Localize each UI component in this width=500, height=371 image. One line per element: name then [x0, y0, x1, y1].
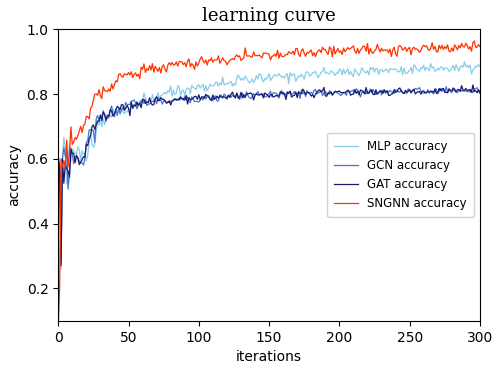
GCN accuracy	[241, 96, 247, 100]
GAT accuracy	[470, 83, 476, 87]
GCN accuracy	[449, 91, 455, 95]
Line: GAT accuracy: GAT accuracy	[58, 85, 480, 266]
Line: SNGNN accuracy: SNGNN accuracy	[58, 41, 480, 327]
X-axis label: iterations: iterations	[236, 350, 302, 364]
MLP accuracy	[412, 64, 418, 68]
GCN accuracy	[388, 89, 394, 94]
Title: learning curve: learning curve	[202, 7, 336, 25]
GCN accuracy	[226, 93, 232, 97]
GCN accuracy	[412, 86, 418, 91]
SNGNN accuracy	[472, 39, 478, 43]
GCN accuracy	[345, 88, 351, 92]
SNGNN accuracy	[411, 45, 417, 49]
GAT accuracy	[241, 92, 247, 97]
GCN accuracy	[477, 88, 483, 93]
GCN accuracy	[58, 260, 64, 265]
MLP accuracy	[58, 267, 64, 271]
Line: GCN accuracy: GCN accuracy	[58, 86, 480, 262]
GAT accuracy	[345, 89, 351, 93]
GAT accuracy	[58, 263, 64, 268]
GAT accuracy	[448, 88, 454, 93]
Line: MLP accuracy: MLP accuracy	[58, 62, 480, 269]
MLP accuracy	[448, 68, 454, 72]
SNGNN accuracy	[446, 49, 452, 53]
SNGNN accuracy	[477, 44, 483, 49]
SNGNN accuracy	[55, 325, 61, 329]
MLP accuracy	[477, 64, 483, 69]
GAT accuracy	[55, 157, 61, 161]
SNGNN accuracy	[387, 47, 393, 51]
MLP accuracy	[388, 67, 394, 72]
SNGNN accuracy	[226, 60, 232, 65]
SNGNN accuracy	[240, 57, 246, 61]
GAT accuracy	[388, 92, 394, 96]
MLP accuracy	[462, 60, 468, 64]
Legend: MLP accuracy, GCN accuracy, GAT accuracy, SNGNN accuracy: MLP accuracy, GCN accuracy, GAT accuracy…	[327, 133, 474, 217]
GCN accuracy	[443, 84, 449, 89]
GCN accuracy	[55, 157, 61, 161]
GAT accuracy	[477, 91, 483, 96]
MLP accuracy	[55, 157, 61, 161]
GAT accuracy	[412, 92, 418, 96]
GAT accuracy	[226, 95, 232, 100]
MLP accuracy	[241, 78, 247, 82]
SNGNN accuracy	[344, 47, 349, 52]
MLP accuracy	[345, 67, 351, 71]
MLP accuracy	[226, 80, 232, 84]
Y-axis label: accuracy: accuracy	[7, 144, 21, 207]
